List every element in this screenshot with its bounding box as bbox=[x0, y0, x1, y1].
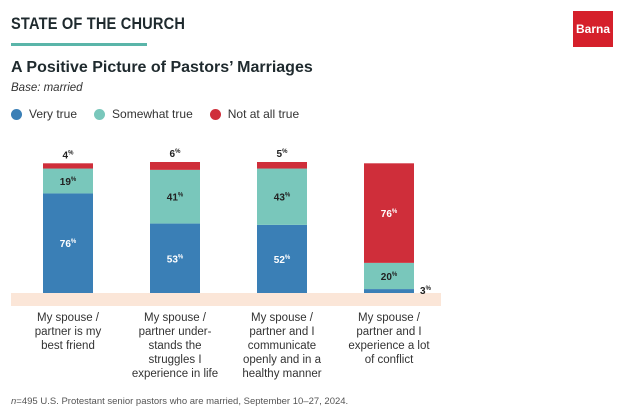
data-label-somewhat-true-3: 43% bbox=[274, 193, 291, 204]
chart-legend: Very true Somewhat true Not at all true bbox=[11, 107, 316, 121]
chart-subtitle: Base: married bbox=[11, 82, 83, 94]
bar-segment-very-true-1 bbox=[43, 193, 93, 293]
data-label-not-at-all-true-1: 4% bbox=[63, 150, 75, 161]
section-header-title: STATE OF THE CHURCH bbox=[11, 14, 186, 33]
bar-segment-not-at-all-true-2 bbox=[150, 162, 200, 170]
data-label-not-at-all-true-3: 5% bbox=[277, 149, 289, 160]
data-label-very-true-3: 52% bbox=[274, 255, 291, 266]
baseline-band bbox=[11, 293, 441, 306]
bar-segment-somewhat-true-1 bbox=[43, 168, 93, 194]
brand-logo: Barna bbox=[573, 11, 613, 47]
bar-segment-very-true-4 bbox=[364, 289, 414, 293]
data-label-very-true-1: 76% bbox=[60, 239, 77, 250]
data-label-not-at-all-true-2: 6% bbox=[170, 149, 182, 160]
legend-item-somewhat-true: Somewhat true bbox=[94, 107, 193, 121]
data-label-very-true-2: 53% bbox=[167, 254, 184, 265]
category-label-1: My spouse / partner is my best friend bbox=[35, 312, 102, 352]
chart-title: A Positive Picture of Pastors’ Marriages bbox=[11, 59, 313, 76]
header-accent-rule bbox=[11, 43, 147, 46]
bar-segment-very-true-3 bbox=[257, 224, 307, 293]
footnote-n: n bbox=[11, 396, 17, 407]
legend-label-very-true: Very true bbox=[29, 107, 78, 121]
legend-item-not-at-all-true: Not at all true bbox=[209, 107, 300, 121]
legend-swatch-not-at-all-true bbox=[209, 108, 221, 120]
category-label-2: My spouse / partner under-stands the strug… bbox=[132, 312, 218, 380]
bar-segment-somewhat-true-2 bbox=[150, 169, 200, 224]
bar-segment-somewhat-true-3 bbox=[257, 168, 307, 225]
bar-segment-not-at-all-true-4 bbox=[364, 163, 414, 263]
legend-swatch-very-true bbox=[11, 108, 22, 120]
data-label-somewhat-true-1: 19% bbox=[60, 177, 77, 188]
bar-segment-somewhat-true-4 bbox=[364, 262, 414, 290]
data-label-not-at-all-true-4: 76% bbox=[381, 209, 398, 220]
bar-segment-not-at-all-true-1 bbox=[43, 163, 93, 169]
legend-swatch-somewhat-true bbox=[94, 108, 106, 120]
bar-segment-not-at-all-true-3 bbox=[257, 162, 307, 169]
legend-label-not-at-all-true: Not at all true bbox=[227, 107, 300, 121]
bar-segment-very-true-2 bbox=[150, 223, 200, 293]
data-label-somewhat-true-4: 20% bbox=[381, 272, 398, 283]
data-label-very-true-4: 3% bbox=[420, 286, 432, 297]
legend-label-somewhat-true: Somewhat true bbox=[112, 107, 193, 121]
data-label-somewhat-true-2: 41% bbox=[167, 193, 184, 204]
legend-item-very-true: Very true bbox=[11, 107, 77, 121]
footnote: n=495 U.S. Protestant senior pastors who… bbox=[11, 396, 348, 407]
footnote-text: =495 U.S. Protestant senior pastors who … bbox=[16, 396, 349, 407]
